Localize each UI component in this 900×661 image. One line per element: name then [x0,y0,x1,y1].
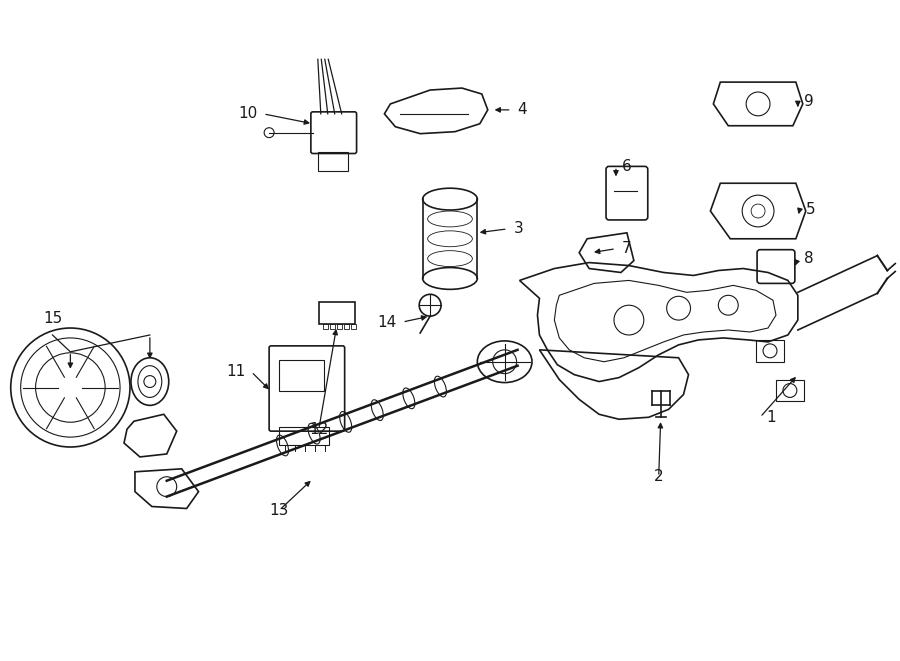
Bar [279,360,324,391]
Text: 7: 7 [622,241,632,256]
Text: 6: 6 [622,159,632,174]
Bar [776,379,804,401]
Text: 3: 3 [514,221,524,237]
Bar [756,340,784,362]
Text: 15: 15 [43,311,62,326]
Text: 14: 14 [377,315,396,330]
Text: 12: 12 [310,422,328,437]
Bar [279,427,328,445]
Text: 2: 2 [654,469,663,485]
Bar [351,324,356,329]
Bar [329,324,335,329]
Text: 4: 4 [518,102,527,118]
Bar [337,324,342,329]
Text: 9: 9 [804,95,814,110]
Text: 11: 11 [226,364,246,379]
Bar [344,324,348,329]
Bar [323,324,328,329]
Text: 10: 10 [238,106,257,122]
Text: 8: 8 [804,251,814,266]
Text: 1: 1 [766,410,776,425]
Text: 5: 5 [806,202,815,217]
Text: 13: 13 [269,503,289,518]
Bar [318,151,347,171]
Bar [319,302,355,324]
